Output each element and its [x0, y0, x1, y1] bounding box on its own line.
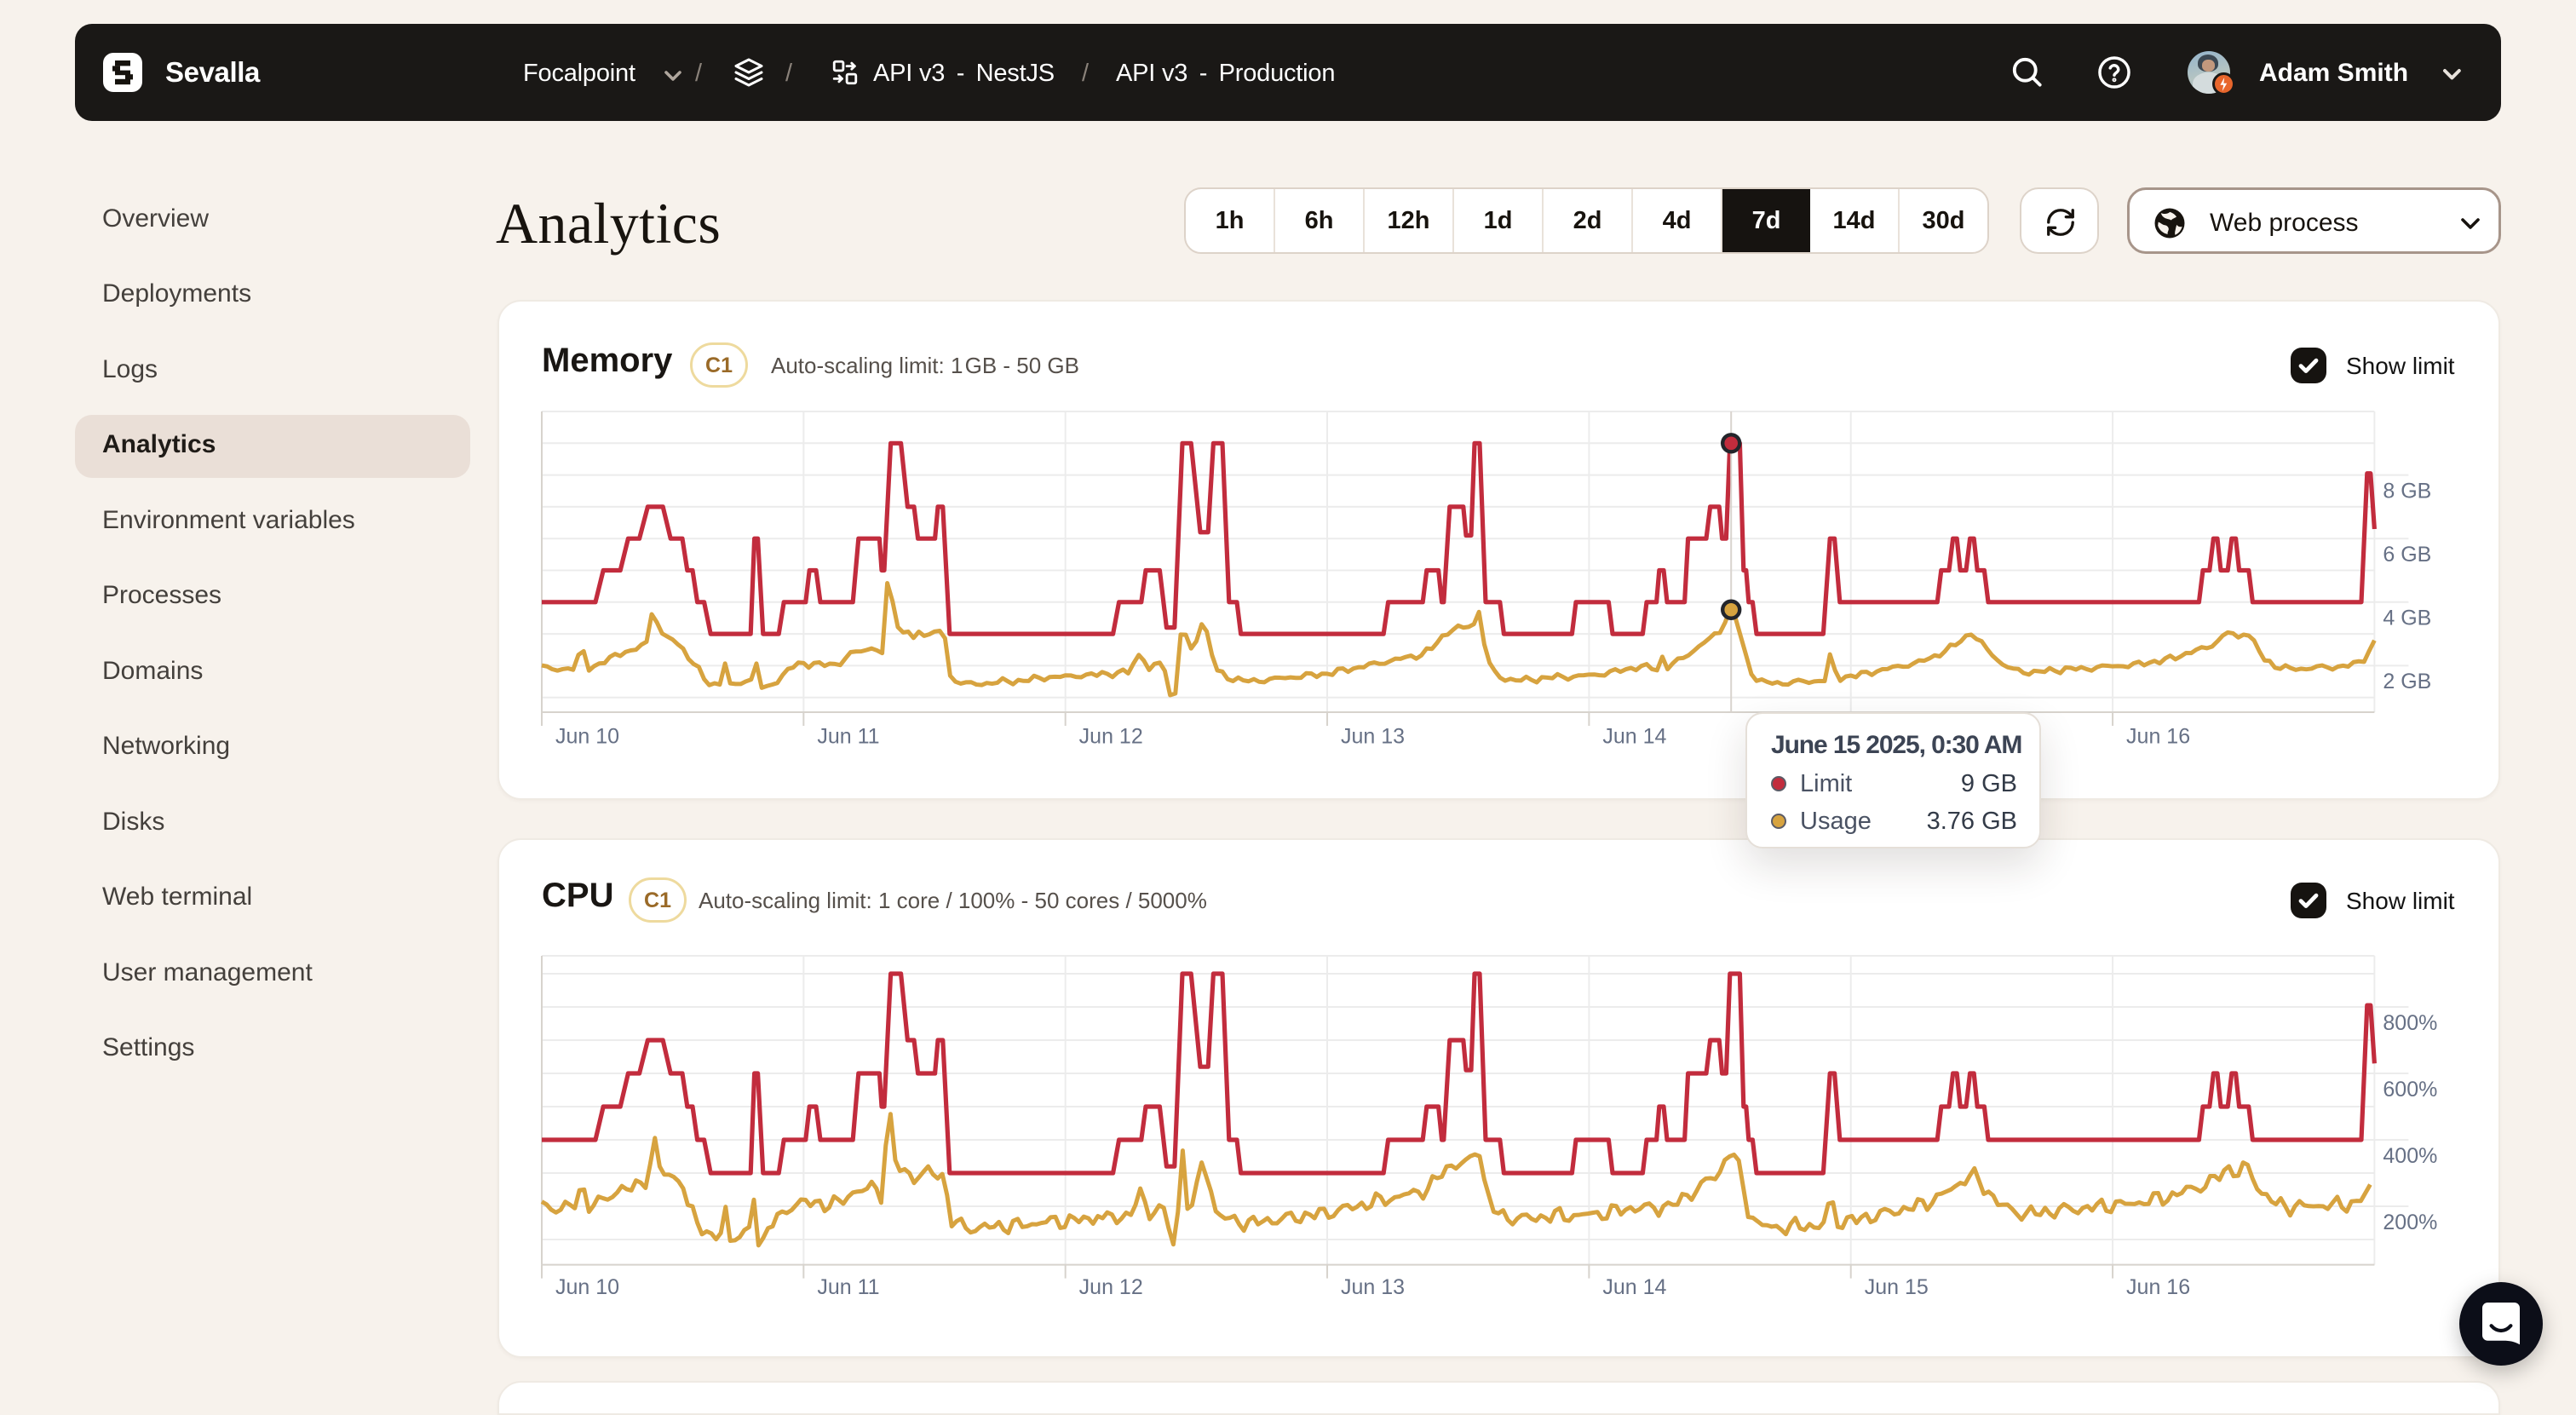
svg-text:Jun 11: Jun 11 [817, 1275, 879, 1299]
svg-text:Jun 12: Jun 12 [1079, 724, 1143, 748]
svg-text:Jun 16: Jun 16 [2126, 724, 2190, 748]
svg-text:400%: 400% [2383, 1144, 2437, 1168]
svg-text:8 GB: 8 GB [2383, 479, 2431, 503]
svg-text:800%: 800% [2383, 1011, 2437, 1035]
svg-text:Jun 16: Jun 16 [2126, 1275, 2190, 1299]
svg-text:Jun 12: Jun 12 [1079, 1275, 1143, 1299]
svg-text:Jun 10: Jun 10 [555, 1275, 619, 1299]
svg-text:Jun 14: Jun 14 [1602, 1275, 1666, 1299]
svg-text:6 GB: 6 GB [2383, 543, 2431, 567]
svg-text:Jun 10: Jun 10 [555, 724, 619, 748]
svg-text:Jun 13: Jun 13 [1341, 724, 1405, 748]
svg-text:Jun 14: Jun 14 [1602, 724, 1666, 748]
svg-text:Jun 15: Jun 15 [1865, 1275, 1929, 1299]
svg-text:Jun 13: Jun 13 [1341, 1275, 1405, 1299]
svg-text:2 GB: 2 GB [2383, 670, 2431, 693]
svg-text:600%: 600% [2383, 1078, 2437, 1102]
svg-text:Jun 11: Jun 11 [817, 724, 879, 748]
svg-text:4 GB: 4 GB [2383, 607, 2431, 630]
svg-text:200%: 200% [2383, 1211, 2437, 1234]
